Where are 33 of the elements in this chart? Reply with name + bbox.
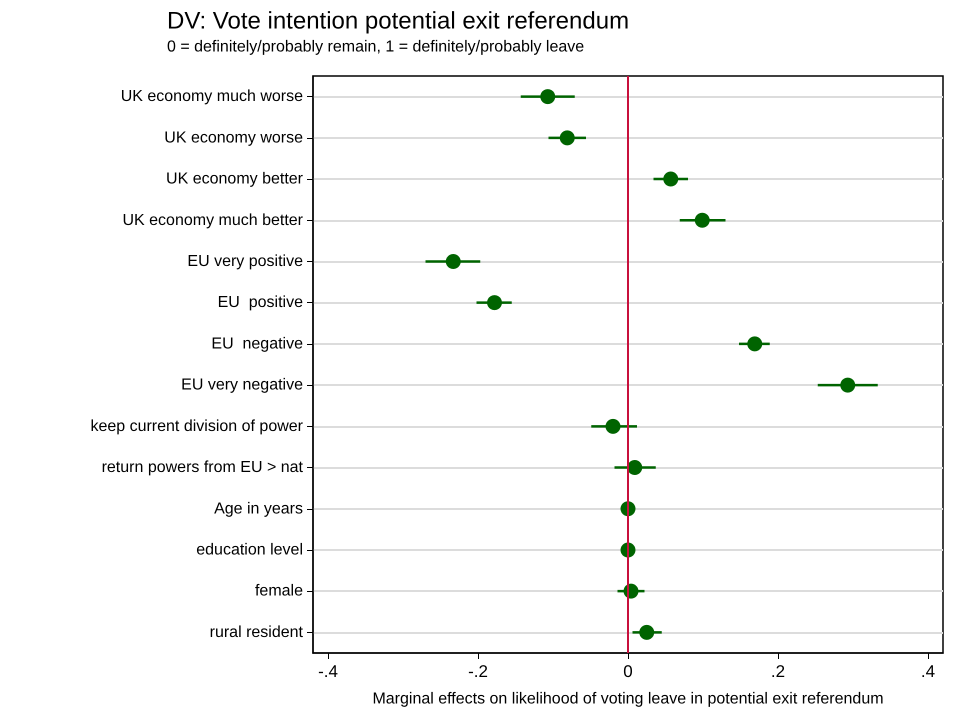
point xyxy=(540,89,556,104)
y-tick-label: EU negative xyxy=(211,335,304,352)
y-tick-label: return powers from EU > nat xyxy=(102,459,304,476)
point xyxy=(639,624,654,640)
y-tick-label: UK economy much better xyxy=(122,212,304,229)
y-tick-label: UK economy much worse xyxy=(120,88,304,106)
point xyxy=(627,460,642,476)
y-tick-label: education level xyxy=(196,541,303,558)
x-tick-label: .4 xyxy=(920,662,936,681)
point xyxy=(694,212,710,228)
chart-subtitle: 0 = definitely/probably remain, 1 = definitely/probably leave xyxy=(167,38,584,56)
point xyxy=(446,254,461,269)
point xyxy=(663,172,678,187)
point xyxy=(487,295,502,310)
point xyxy=(747,336,762,352)
point xyxy=(560,130,575,146)
x-tick-label: .2 xyxy=(770,662,786,681)
point xyxy=(840,378,856,393)
y-tick-label: EU very positive xyxy=(187,252,304,270)
point xyxy=(606,418,620,434)
y-tick-label: female xyxy=(254,582,304,600)
y-tick-label: EU very negative xyxy=(181,376,304,394)
y-tick-label: rural resident xyxy=(210,624,304,641)
chart-title: DV: Vote intention potential exit referendum xyxy=(167,8,630,34)
x-tick-label: 0 xyxy=(623,662,633,681)
y-tick-label: EU positive xyxy=(218,294,304,312)
y-tick-label: Age in years xyxy=(214,500,303,518)
y-tick-label: UK economy worse xyxy=(164,129,304,146)
x-axis-title: Marginal effects on likelihood of voting leave in potential exit referendum xyxy=(372,690,884,708)
x-tick-label: -.2 xyxy=(468,662,488,681)
y-tick-label: keep current division of power xyxy=(90,418,304,435)
y-tick-label: UK economy better xyxy=(166,170,304,188)
x-tick-label: -.4 xyxy=(318,662,338,681)
